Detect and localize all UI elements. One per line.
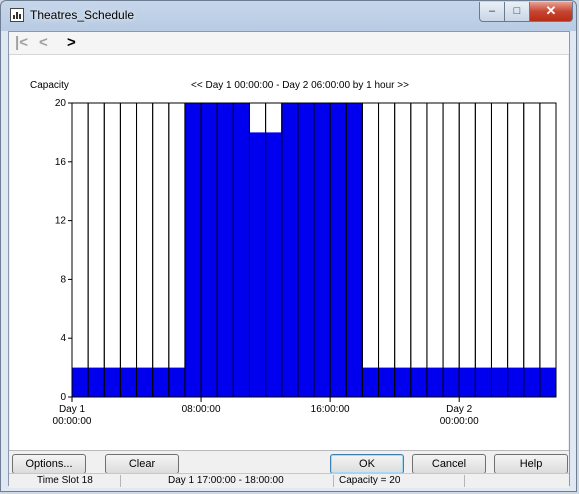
- client-area: |< < > Capacity << Day 1 00:00:00 - Day …: [8, 31, 570, 488]
- first-page-icon[interactable]: |<: [15, 34, 28, 51]
- status-capacity: Capacity = 20: [335, 475, 465, 487]
- used-bar: [475, 367, 492, 397]
- status-bar: Time Slot 18 Day 1 17:00:00 - 18:00:00 C…: [9, 473, 569, 488]
- x-tick-label: 16:00:00: [311, 404, 350, 415]
- used-bar: [426, 367, 444, 397]
- used-bar: [233, 103, 250, 397]
- close-button[interactable]: ✕: [529, 2, 573, 22]
- used-bar: [168, 367, 185, 397]
- x-tick-label: Day 1 00:00:00: [53, 404, 92, 427]
- used-bar: [491, 367, 508, 397]
- button-bar: Options... Clear OK Cancel Help: [9, 450, 569, 474]
- window-title: Theatres_Schedule: [30, 8, 135, 22]
- used-bar: [136, 367, 153, 397]
- capacity-slot: [378, 102, 396, 398]
- used-bar: [507, 367, 524, 397]
- used-bar: [523, 367, 540, 397]
- chart-y-axis-label: Capacity: [30, 80, 69, 91]
- used-bar: [314, 103, 331, 397]
- used-bar: [104, 367, 121, 397]
- next-page-icon[interactable]: >: [67, 34, 76, 51]
- navigation-toolbar: |< < >: [9, 32, 569, 55]
- capacity-slot: [119, 102, 138, 398]
- options-button[interactable]: Options...: [12, 454, 86, 474]
- status-time-slot: Time Slot 18: [9, 475, 121, 487]
- capacity-slot: [152, 102, 170, 398]
- x-tick-label: Day 2 00:00:00: [440, 404, 479, 427]
- previous-page-icon[interactable]: <: [39, 34, 48, 51]
- y-tick-label: 16: [55, 157, 67, 168]
- help-button[interactable]: Help: [494, 454, 568, 474]
- title-bar[interactable]: Theatres_Schedule – □ ✕: [1, 1, 576, 31]
- capacity-slot: [458, 102, 476, 398]
- used-bar: [281, 103, 298, 397]
- used-bar: [297, 103, 314, 397]
- capacity-slot: [490, 102, 509, 398]
- capacity-slot: [442, 102, 460, 398]
- capacity-chart[interactable]: Capacity << Day 1 00:00:00 - Day 2 06:00…: [10, 55, 568, 450]
- used-bar: [201, 103, 218, 397]
- y-tick-label: 8: [60, 274, 66, 285]
- used-bar: [184, 103, 202, 397]
- capacity-slot: [71, 102, 89, 398]
- used-bar: [346, 103, 363, 397]
- used-bar: [88, 367, 105, 397]
- x-tick-label: 08:00:00: [182, 404, 221, 415]
- used-bar: [152, 367, 169, 397]
- used-bar: [265, 132, 282, 397]
- capacity-slot: [136, 102, 154, 398]
- y-tick-label: 0: [60, 392, 66, 403]
- used-bar: [72, 367, 89, 397]
- y-tick-label: 20: [55, 98, 67, 109]
- y-tick-label: 4: [60, 333, 66, 344]
- maximize-button[interactable]: □: [504, 2, 530, 22]
- capacity-slot: [394, 102, 412, 398]
- used-bar: [330, 103, 347, 397]
- used-bar: [120, 367, 137, 397]
- chart-plot: 0 4 8 12 16 20 Day 1 00:00:00 08:00:00 16:00:00 Da…: [53, 98, 557, 427]
- used-bar: [539, 367, 556, 397]
- capacity-slot: [523, 102, 541, 398]
- capacity-slot: [410, 102, 428, 398]
- ok-button[interactable]: OK: [330, 454, 404, 474]
- capacity-slot: [87, 102, 105, 398]
- used-bar: [217, 103, 234, 397]
- capacity-slot: [474, 102, 492, 398]
- used-bar: [443, 367, 460, 397]
- status-time-range: Day 1 17:00:00 - 18:00:00: [122, 475, 334, 487]
- y-tick-label: 12: [55, 216, 67, 227]
- cancel-button[interactable]: Cancel: [412, 454, 486, 474]
- capacity-slot: [103, 102, 121, 398]
- capacity-slot: [168, 102, 186, 398]
- used-bar: [362, 367, 379, 397]
- app-icon: [10, 8, 24, 22]
- used-bar: [378, 367, 395, 397]
- capacity-slot: [539, 102, 557, 398]
- clear-button[interactable]: Clear: [105, 454, 179, 474]
- chart-title: << Day 1 00:00:00 - Day 2 06:00:00 by 1 …: [191, 80, 409, 91]
- capacity-slot: [507, 102, 525, 398]
- minimize-button[interactable]: –: [479, 2, 505, 22]
- used-bar: [249, 132, 266, 397]
- used-bar: [410, 367, 427, 397]
- used-bar: [459, 367, 476, 397]
- capacity-slot: [361, 102, 380, 398]
- used-bar: [394, 367, 411, 397]
- capacity-slot: [426, 102, 444, 398]
